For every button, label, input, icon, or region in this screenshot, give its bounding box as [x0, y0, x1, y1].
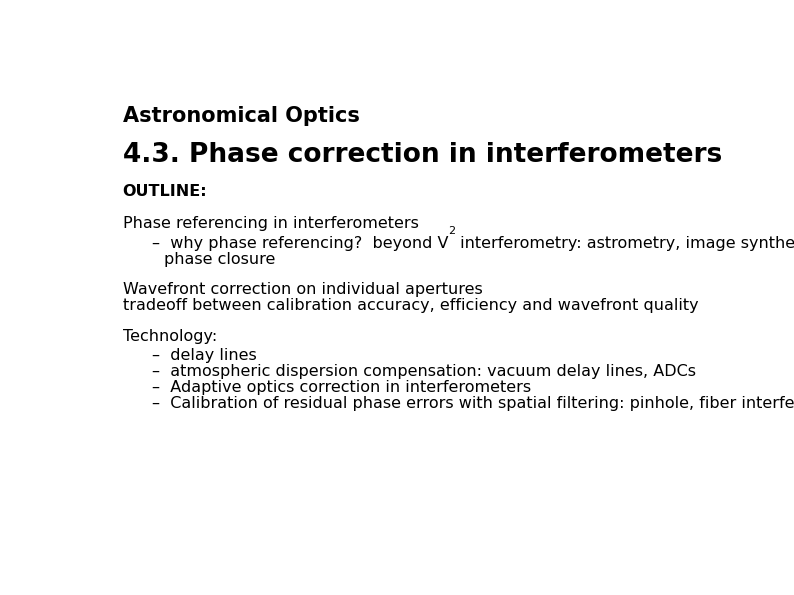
Text: Astronomical Optics: Astronomical Optics	[122, 106, 360, 126]
Text: phase closure: phase closure	[164, 252, 276, 267]
Text: –  atmospheric dispersion compensation: vacuum delay lines, ADCs: – atmospheric dispersion compensation: v…	[152, 364, 696, 379]
Text: –  why phase referencing?  beyond V: – why phase referencing? beyond V	[152, 236, 448, 251]
Text: –  Adaptive optics correction in interferometers: – Adaptive optics correction in interfer…	[152, 380, 530, 395]
Text: OUTLINE:: OUTLINE:	[122, 184, 207, 199]
Text: –  delay lines: – delay lines	[152, 348, 256, 363]
Text: Phase referencing in interferometers: Phase referencing in interferometers	[122, 216, 418, 231]
Text: 4.3. Phase correction in interferometers: 4.3. Phase correction in interferometers	[122, 142, 722, 168]
Text: interferometry: astrometry, image synthesis,: interferometry: astrometry, image synthe…	[456, 236, 794, 251]
Text: –  Calibration of residual phase errors with spatial filtering: pinhole, fiber i: – Calibration of residual phase errors w…	[152, 396, 794, 411]
Text: Wavefront correction on individual apertures: Wavefront correction on individual apert…	[122, 282, 483, 297]
Text: Technology:: Technology:	[122, 329, 217, 344]
Text: 2: 2	[448, 226, 455, 236]
Text: tradeoff between calibration accuracy, efficiency and wavefront quality: tradeoff between calibration accuracy, e…	[122, 298, 698, 313]
